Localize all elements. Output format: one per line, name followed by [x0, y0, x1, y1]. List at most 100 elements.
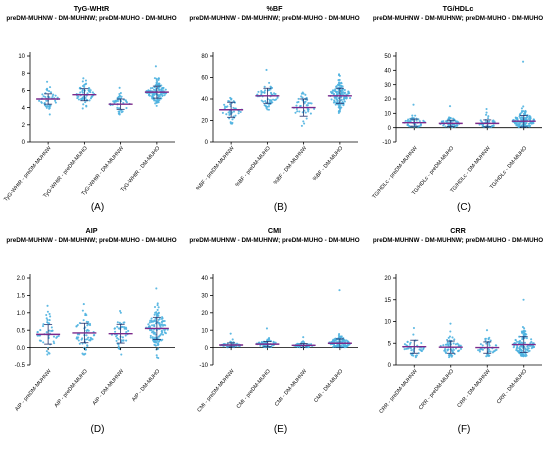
y-tick-label: 20	[201, 119, 208, 125]
data-point	[82, 353, 85, 356]
data-point	[527, 117, 530, 121]
chart-subtitle: preDM-MUHNW - DM-MUHNW; preDM-MUHO - DM-…	[189, 15, 359, 22]
data-point	[82, 319, 85, 322]
data-point	[48, 104, 51, 108]
data-point	[158, 317, 161, 320]
data-point	[408, 342, 412, 346]
data-point	[115, 335, 118, 338]
data-point	[404, 119, 407, 122]
y-tick-label: 10	[384, 112, 391, 118]
data-point	[45, 350, 48, 353]
data-point	[229, 332, 232, 335]
data-point	[264, 89, 267, 92]
data-point	[120, 353, 123, 356]
y-tick-label: 0	[388, 363, 392, 369]
chart-e: CMI preDM-MUHNW - DM-MUHNW; preDM-MUHO - …	[189, 226, 359, 435]
data-point	[155, 101, 158, 104]
data-point	[228, 117, 231, 120]
chart-subtitle: preDM-MUHNW - DM-MUHNW; preDM-MUHO - DM-…	[6, 15, 176, 22]
data-point	[304, 100, 307, 103]
data-point	[451, 336, 454, 339]
data-point	[156, 308, 159, 312]
data-point	[343, 100, 346, 103]
data-point	[265, 327, 269, 330]
y-tick-label: 4	[22, 106, 26, 112]
data-point	[84, 79, 88, 82]
data-point	[157, 82, 160, 85]
data-point	[330, 92, 334, 95]
data-point	[520, 353, 523, 356]
data-point	[231, 338, 234, 341]
data-point	[57, 335, 60, 338]
y-tick-label: 20	[201, 311, 208, 317]
data-point	[156, 344, 159, 347]
data-point	[478, 350, 481, 353]
data-point	[340, 82, 343, 85]
data-point	[161, 333, 165, 336]
data-point	[485, 107, 488, 111]
data-point	[485, 329, 489, 332]
chart-a: TyG-WHtR preDM-MUHNW - DM-MUHNW; preDM-MU…	[3, 4, 177, 213]
x-tick-label: %BF - preDM-MUHO	[235, 145, 272, 188]
data-point	[269, 88, 272, 91]
data-point	[295, 107, 298, 111]
data-point	[82, 103, 85, 106]
data-point	[453, 338, 456, 341]
data-point	[81, 84, 85, 88]
x-tick-label: AIP - preDM-MUHNW	[14, 368, 53, 413]
data-point	[410, 349, 413, 352]
data-point	[492, 350, 495, 353]
y-tick-label: 60	[201, 76, 208, 82]
data-point	[81, 107, 84, 110]
data-point	[340, 335, 343, 338]
data-point	[78, 342, 81, 345]
x-tick-label: %BF - DM-MUHNW	[273, 145, 309, 186]
panel-b: %BF preDM-MUHNW - DM-MUHNW; preDM-MUHO - …	[183, 0, 366, 222]
data-point	[444, 347, 447, 351]
y-tick-label: 8	[22, 71, 26, 77]
data-point	[54, 94, 57, 97]
data-point	[486, 353, 489, 356]
series-points	[292, 91, 316, 127]
data-point	[164, 332, 167, 335]
data-point	[155, 82, 158, 85]
data-point	[444, 125, 447, 128]
data-point	[119, 91, 122, 95]
series-points	[75, 303, 96, 356]
data-point	[157, 94, 160, 97]
data-point	[309, 112, 312, 115]
data-point	[419, 123, 422, 126]
data-point	[308, 345, 311, 348]
data-point	[235, 342, 239, 345]
data-point	[122, 339, 125, 342]
data-point	[84, 348, 87, 351]
x-tick-label: %BF - DM-MUHO	[312, 145, 344, 182]
data-point	[263, 91, 266, 94]
data-point	[43, 104, 47, 107]
chart-subtitle: preDM-MUHNW - DM-MUHNW; preDM-MUHO - DM-…	[189, 237, 359, 244]
data-point	[157, 77, 160, 80]
data-point	[514, 116, 517, 119]
data-point	[519, 347, 522, 351]
data-point	[156, 321, 160, 324]
data-point	[275, 98, 278, 101]
data-point	[446, 341, 449, 344]
series-points	[109, 86, 131, 116]
data-point	[117, 338, 120, 341]
data-point	[230, 98, 233, 101]
data-point	[268, 103, 271, 106]
data-point	[155, 287, 158, 290]
data-point	[38, 99, 41, 102]
data-point	[524, 347, 527, 350]
chart-title: %BF	[267, 4, 284, 13]
data-point	[91, 91, 94, 94]
data-point	[259, 344, 262, 347]
data-point	[87, 329, 90, 332]
data-point	[405, 344, 408, 347]
data-point	[272, 341, 275, 344]
data-point	[45, 313, 48, 317]
data-point	[310, 102, 313, 105]
data-point	[153, 305, 157, 309]
x-tick-label: CMI - preDM-MUHO	[236, 368, 272, 409]
data-point	[522, 105, 525, 108]
